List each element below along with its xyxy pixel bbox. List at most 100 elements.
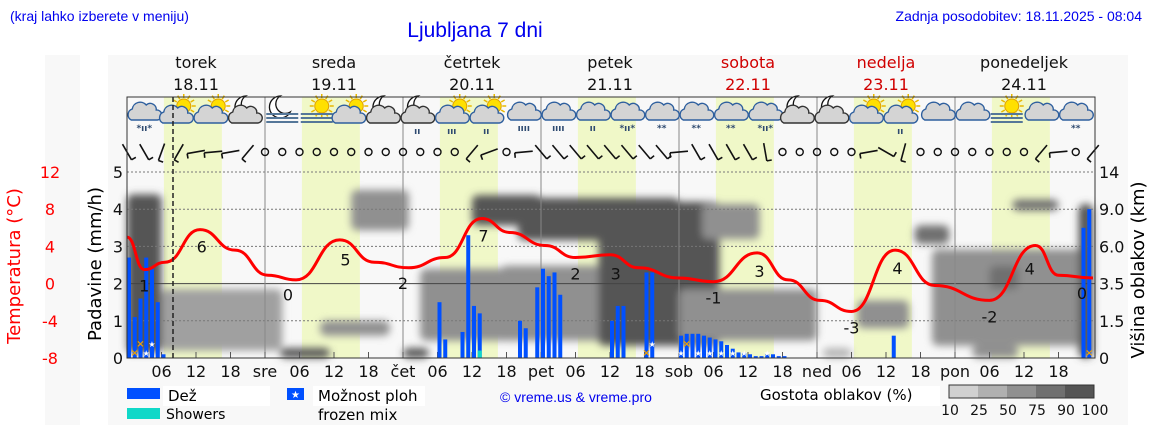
precipitation-icon: ** [726, 124, 736, 134]
temperature-label: -2 [982, 307, 998, 326]
cloud-layer [351, 190, 409, 230]
day-date: 21.11 [587, 75, 633, 94]
cloud-layer [320, 321, 390, 336]
menu-hint-link[interactable]: (kraj lahko izberete v meniju) [10, 8, 189, 24]
legend-rain: Dež [168, 387, 197, 405]
temp-tick-label: 8 [45, 200, 55, 219]
precipitation-icon: ıııı [518, 124, 530, 134]
day-name: sreda [312, 53, 356, 72]
x-tick-label: pon [940, 362, 970, 381]
day-name: petek [587, 53, 633, 72]
x-tick-label: 18 [496, 362, 516, 381]
precip-tick-label: 4 [113, 200, 123, 219]
rain-bar [518, 321, 522, 358]
temperature-label: 7 [478, 226, 488, 245]
sun-icon [315, 99, 329, 113]
density-level-label: 25 [970, 403, 988, 419]
x-tick-label: sre [253, 362, 277, 381]
daylight-band [302, 97, 360, 358]
frozen-mix-icon: × [1085, 348, 1093, 359]
rain-bar [771, 354, 775, 358]
temperature-label: -1 [706, 289, 722, 308]
x-tick-label: sob [665, 362, 693, 381]
rain-bar [466, 235, 470, 358]
x-tick-label: 18 [1048, 362, 1068, 381]
x-tick-label: 06 [565, 362, 585, 381]
rain-bar [547, 276, 551, 358]
snow-star-icon: ★ [764, 349, 771, 358]
cloud-height-tick-label: 9.0 [1099, 200, 1124, 219]
snow-star-icon: ★ [741, 349, 748, 358]
snow-star-icon: ★ [729, 349, 736, 358]
cloud-layer [857, 300, 909, 328]
cloud-layer [823, 348, 852, 358]
cloud-layer [403, 348, 429, 358]
day-name: sobota [721, 53, 775, 72]
cloud-height-tick-label: 6.0 [1099, 237, 1124, 256]
rain-swatch [127, 388, 160, 399]
day-name: torek [175, 53, 217, 72]
density-level-label: 100 [1082, 403, 1109, 419]
day-date: 18.11 [173, 75, 219, 94]
snow-star-icon: ★ [143, 349, 150, 358]
precipitation-icon: ıı [590, 124, 596, 134]
day-name: ponedeljek [980, 53, 1069, 72]
snow-star-icon: ★ [677, 349, 684, 358]
rain-bar [622, 306, 626, 358]
cloud-height-tick-label: 14 [1099, 163, 1119, 182]
day-date: 22.11 [725, 75, 771, 94]
precipitation-icon: ** [692, 124, 702, 134]
temp-tick-label: 12 [40, 163, 60, 182]
x-tick-label: 06 [979, 362, 999, 381]
x-tick-label: 06 [841, 362, 861, 381]
density-swatch [1007, 385, 1036, 398]
density-swatch [978, 385, 1007, 398]
precipitation-icon: ııı [447, 127, 456, 137]
x-tick-label: 12 [738, 362, 758, 381]
temperature-label: 5 [340, 251, 350, 270]
temperature-label: 2 [570, 265, 580, 284]
temperature-label: 3 [754, 262, 764, 281]
x-tick-label: 12 [462, 362, 482, 381]
showers-swatch [127, 408, 160, 419]
density-level-label: 10 [941, 403, 959, 419]
snow-star-icon: ★ [718, 349, 725, 358]
temperature-axis-label: Temperatura (°C) [4, 188, 25, 345]
wind-barb [222, 154, 223, 159]
wind-barb [767, 160, 772, 161]
precipitation-icon: *ıı* [136, 124, 152, 134]
precipitation-icon: ıııı [552, 124, 564, 134]
copyright-link[interactable]: © vreme.us & vreme.pro [500, 389, 652, 405]
x-tick-label: 06 [289, 362, 309, 381]
x-tick-label: ned [802, 362, 832, 381]
snow-star-icon: ★ [649, 340, 656, 349]
rain-bar [472, 306, 476, 358]
sun-icon [1005, 99, 1019, 113]
temperature-label: 3 [611, 264, 621, 283]
frozen-mix-icon: × [683, 339, 691, 350]
precipitation-icon: ıı [483, 127, 489, 137]
wind-barb [860, 154, 861, 159]
temperature-label: 4 [1025, 259, 1035, 278]
x-tick-label: 18 [634, 362, 654, 381]
x-tick-label: 12 [1014, 362, 1034, 381]
cloud-layer [915, 225, 950, 244]
frozen-mix-icon: × [642, 348, 650, 359]
day-date: 20.11 [449, 75, 495, 94]
temperature-label: -3 [844, 319, 860, 338]
rain-bar [524, 328, 528, 358]
precip-tick-label: 1 [113, 312, 123, 331]
x-tick-label: pet [528, 362, 554, 381]
snow-star-icon: ★ [695, 349, 702, 358]
precipitation-icon: ** [657, 124, 667, 134]
precipitation-icon: ıı [414, 127, 420, 137]
cloud-layer [972, 346, 1018, 358]
temperature-label: 0 [283, 286, 293, 305]
cloud-height-axis-label: Višina oblakov (km) [1128, 181, 1149, 358]
x-tick-label: 06 [703, 362, 723, 381]
showers-bar [478, 351, 482, 358]
density-swatch [1065, 385, 1094, 398]
x-tick-label: 12 [186, 362, 206, 381]
rain-bar [156, 302, 160, 358]
precipitation-icon: *ıı* [757, 124, 773, 134]
